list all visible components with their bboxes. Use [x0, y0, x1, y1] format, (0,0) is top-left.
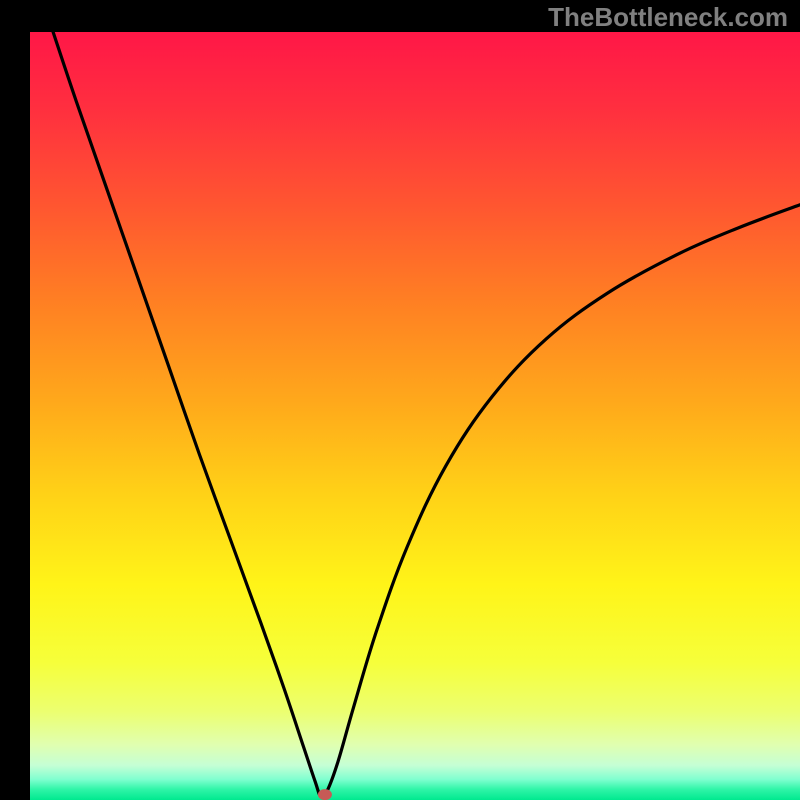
chart-root: TheBottleneck.com — [0, 0, 800, 800]
plot-area — [30, 32, 800, 800]
watermark-label: TheBottleneck.com — [548, 2, 788, 33]
plot-svg — [30, 32, 800, 800]
minimum-marker — [318, 789, 332, 800]
gradient-background — [30, 32, 800, 800]
